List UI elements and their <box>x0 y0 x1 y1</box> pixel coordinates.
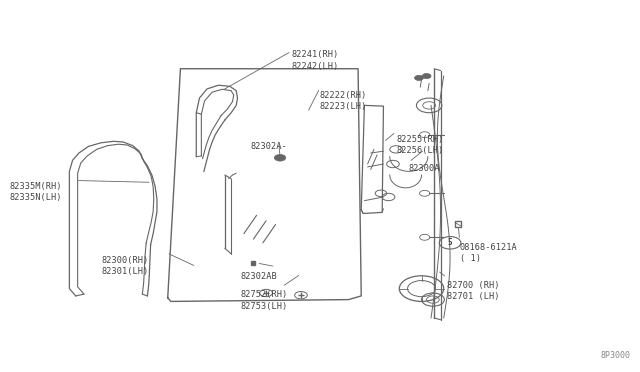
Circle shape <box>275 154 285 161</box>
Text: 82335M(RH)
82335N(LH): 82335M(RH) 82335N(LH) <box>9 182 61 202</box>
Text: 82255(RH)
82256(LH): 82255(RH) 82256(LH) <box>396 135 444 155</box>
Text: 82300A: 82300A <box>409 164 440 173</box>
Text: 82241(RH)
82242(LH): 82241(RH) 82242(LH) <box>291 51 339 71</box>
Text: 08168-6121A
( 1): 08168-6121A ( 1) <box>460 243 517 263</box>
Circle shape <box>422 74 431 78</box>
Text: 82222(RH)
82223(LH): 82222(RH) 82223(LH) <box>320 91 367 111</box>
Circle shape <box>415 76 424 80</box>
Text: 82302A-: 82302A- <box>250 142 287 151</box>
Text: 82300(RH)
82301(LH): 82300(RH) 82301(LH) <box>101 256 148 276</box>
Text: 82752(RH)
82753(LH): 82752(RH) 82753(LH) <box>241 291 288 311</box>
Text: 8P3000: 8P3000 <box>601 351 631 360</box>
Text: 5: 5 <box>448 238 452 247</box>
Text: 82700 (RH)
82701 (LH): 82700 (RH) 82701 (LH) <box>447 281 499 301</box>
Text: 82302AB: 82302AB <box>241 272 278 281</box>
